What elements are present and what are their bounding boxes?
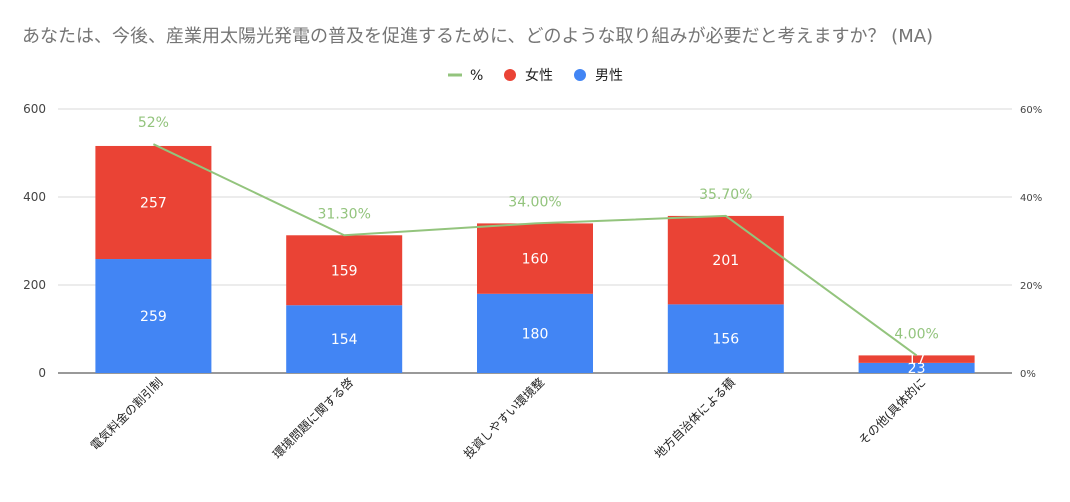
y-right-tick-label: 60% — [1020, 105, 1042, 116]
bar-data-label: 257 — [140, 196, 167, 212]
bar-data-label: 156 — [712, 332, 739, 348]
legend-label: 男性 — [595, 68, 623, 84]
bar — [477, 223, 593, 294]
bar — [667, 215, 784, 305]
chart-title: あなたは、今後、産業用太陽光発電の普及を促進するために、どのような取り組みが必要… — [22, 26, 934, 47]
legend-label: 女性 — [525, 67, 553, 84]
bar — [286, 235, 403, 306]
bar-data-label: 154 — [331, 332, 358, 348]
line-data-label: 4.00% — [894, 326, 938, 342]
bar — [95, 259, 212, 373]
bar — [667, 304, 784, 373]
x-category-label: その他(具体的に — [855, 375, 928, 448]
bar-data-label: 160 — [522, 252, 549, 268]
x-category-label: 電気料金の割引制 — [87, 375, 165, 453]
y-right-tick-label: 0% — [1020, 369, 1036, 380]
line-data-label: 52% — [138, 115, 169, 131]
line-data-label: 34.00% — [508, 194, 561, 210]
legend-swatch-dot — [574, 69, 586, 81]
legend-swatch-dot — [504, 69, 516, 81]
bar-data-label: 17 — [908, 352, 926, 368]
bar-data-label: 23 — [908, 361, 926, 377]
x-category-label: 地方自治体による積 — [651, 375, 738, 462]
y-left-tick-label: 400 — [23, 190, 46, 204]
bar — [858, 362, 975, 373]
y-left-tick-label: 600 — [23, 102, 46, 116]
bar-data-label: 180 — [522, 326, 549, 342]
y-right-tick-label: 40% — [1020, 193, 1042, 204]
y-right-tick-label: 20% — [1020, 281, 1042, 292]
bar — [286, 305, 403, 373]
y-left-tick-label: 200 — [23, 278, 46, 292]
bar — [95, 145, 212, 260]
bar — [477, 293, 593, 373]
x-category-label: 環境問題に関する啓 — [269, 375, 356, 462]
y-left-tick-label: 0 — [38, 366, 46, 380]
x-category-label: 投資しやすい環境整 — [460, 375, 547, 462]
line-data-label: 35.70% — [699, 187, 752, 203]
bar — [858, 355, 975, 363]
legend-label: % — [470, 68, 483, 84]
bar-data-label: 159 — [331, 263, 358, 279]
bar-data-label: 201 — [712, 253, 739, 269]
line-data-label: 31.30% — [318, 206, 371, 222]
bar-data-label: 259 — [140, 309, 167, 325]
line-series-percent — [152, 143, 918, 357]
